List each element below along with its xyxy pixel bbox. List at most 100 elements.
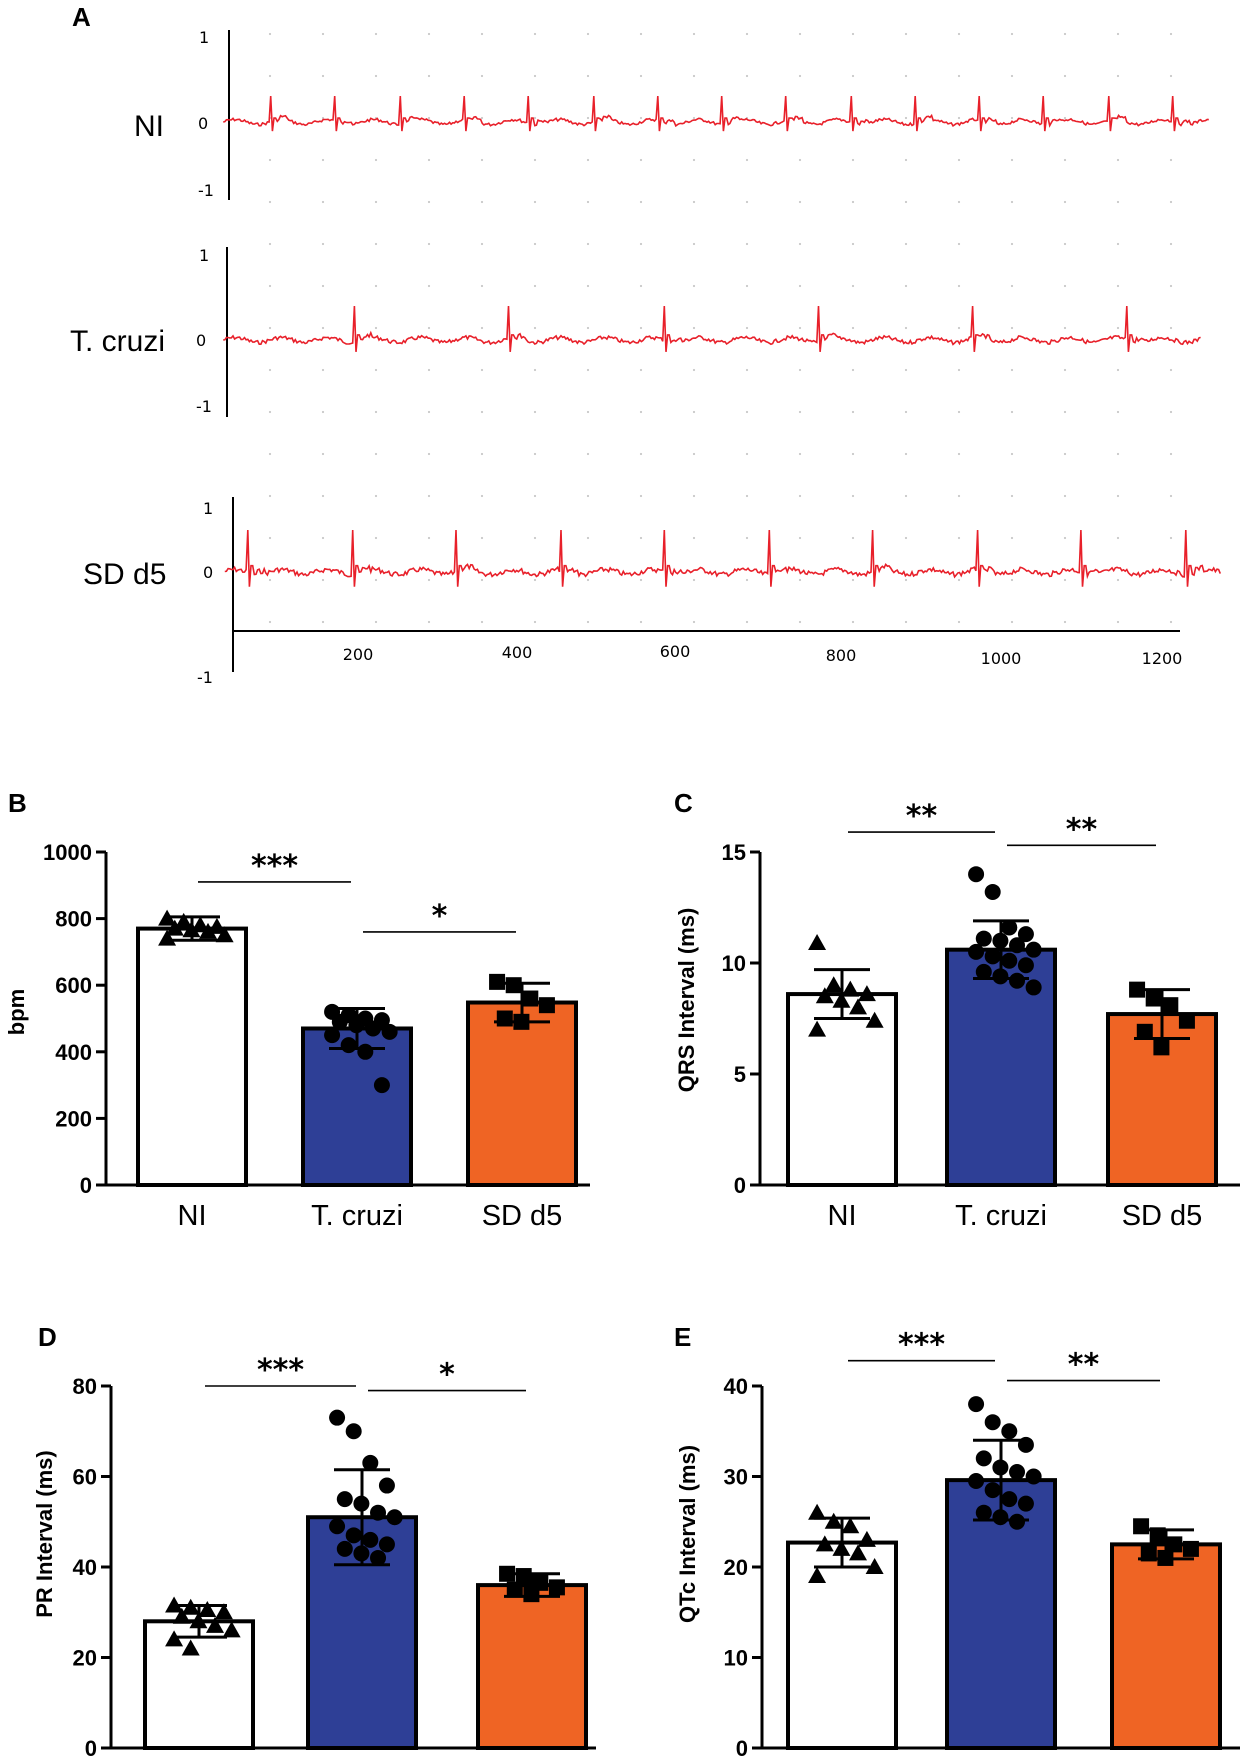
bar [136,926,248,1188]
grid-dot [480,326,484,330]
trace-2-ytick-top: 1 [199,246,209,265]
grid-dot [798,536,802,540]
grid-dot [268,620,272,624]
grid-dot [745,494,749,498]
data-point [808,1020,827,1037]
grid-dot [1010,158,1014,162]
grid-dot [1063,410,1067,414]
grid-dot [1169,326,1173,330]
grid-dot [480,284,484,288]
significance-stars: ** [906,799,938,834]
grid-dot [851,368,855,372]
y-tick-label: 80 [73,1374,97,1399]
grid-dot [798,368,802,372]
grid-dot [533,284,537,288]
grid-dot [1010,620,1014,624]
panel-d: D PR Interval (ms) 020406080NIT. cruziSD… [32,1322,596,1761]
grid-dot [692,368,696,372]
grid-dot [1169,368,1173,372]
significance-stars: * [439,1358,455,1393]
grid-dot [374,410,378,414]
grid-dot [321,410,325,414]
grid-dot [1063,200,1067,204]
grid-dot [586,452,590,456]
significance-stars: *** [251,849,298,884]
data-point [329,1518,346,1535]
grid-dot [904,200,908,204]
grid-dot [1116,620,1120,624]
panel-a-label: A [72,2,91,32]
data-point [984,1482,1001,1499]
grid-dot [1169,158,1173,162]
data-point [1025,979,1042,996]
grid-dot [1169,284,1173,288]
data-point [1136,1023,1153,1040]
significance-stars: *** [257,1353,304,1388]
grid-dot [321,200,325,204]
grid-dot [533,452,537,456]
grid-dot [427,620,431,624]
grid-dot [851,284,855,288]
grid-dot [851,410,855,414]
data-point [984,1414,1001,1431]
grid-dot [745,578,749,582]
grid-dot [480,200,484,204]
data-point [357,1043,374,1060]
data-point [198,1600,217,1617]
data-point [975,1450,992,1467]
grid-dot [1169,452,1173,456]
grid-dot [904,368,908,372]
grid-dot [374,620,378,624]
grid-dot [692,284,696,288]
grid-dot [268,494,272,498]
significance-stars: ** [1068,1348,1100,1383]
grid-dot [1063,536,1067,540]
grid-dot [957,32,961,36]
data-point [378,1536,395,1553]
grid-dot [480,620,484,624]
grid-dot [798,578,802,582]
grid-dot [374,200,378,204]
y-tick-label: 15 [722,840,746,865]
trace-2-ytick-mid: 0 [196,331,206,350]
x-category-label: SD d5 [482,1200,563,1232]
trace-3-ytick-bottom: -1 [197,668,213,687]
data-point [378,1477,395,1494]
grid-dot [904,326,908,330]
grid-dot [639,74,643,78]
grid-dot [586,200,590,204]
grid-dot [1063,452,1067,456]
grid-dot [1169,620,1173,624]
grid-dot [374,368,378,372]
data-point [340,1037,357,1054]
grid-dot [427,368,431,372]
grid-dot [639,158,643,162]
data-point [1025,1468,1042,1485]
grid-dot [321,74,325,78]
grid-dot [692,326,696,330]
grid-dot [904,536,908,540]
data-point [496,1010,513,1027]
grid-dot [957,494,961,498]
grid-dot [639,116,643,120]
grid-dot [321,158,325,162]
grid-dot [1010,494,1014,498]
grid-dot [427,242,431,246]
grid-dot [480,158,484,162]
grid-dot [1116,578,1120,582]
y-tick-label: 20 [73,1646,97,1671]
grid-dot [1010,242,1014,246]
grid-dot [745,158,749,162]
grid-dot [427,410,431,414]
data-point [174,912,193,929]
y-tick-label: 40 [724,1374,748,1399]
data-point [1017,1495,1034,1512]
grid-dot [268,74,272,78]
data-point [1017,957,1034,974]
y-tick-label: 5 [734,1062,746,1087]
trace-1-ytick-top: 1 [199,28,209,47]
grid-dot [268,284,272,288]
data-point [1017,926,1034,943]
grid-dot [480,116,484,120]
data-point [214,1603,233,1620]
